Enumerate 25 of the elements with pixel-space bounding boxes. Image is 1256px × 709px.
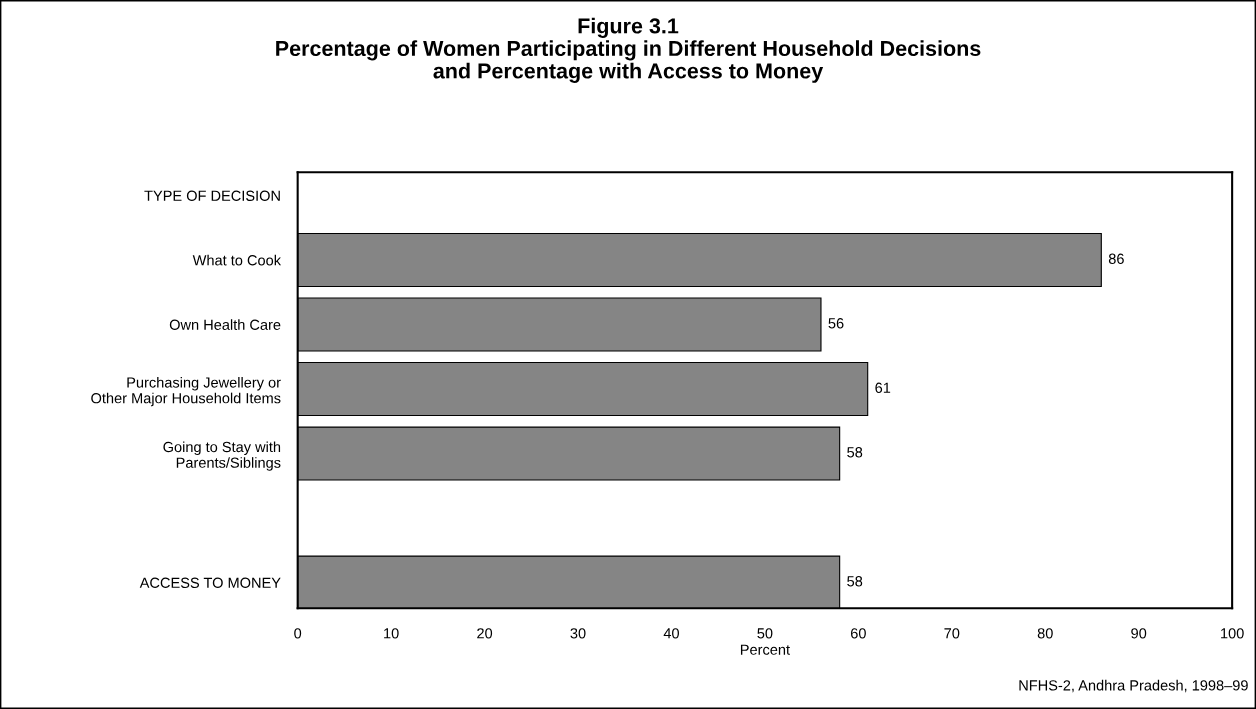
data-label: 58 [847, 576, 863, 587]
x-tick-label: 70 [944, 628, 960, 639]
y-tick-label: Going to Stay with Parents/Siblings [163, 441, 281, 471]
y-tick-label: ACCESS TO MONEY [139, 577, 281, 588]
x-tick-label: 40 [663, 628, 679, 639]
x-axis-title: Percent [740, 644, 790, 655]
x-tick-label: 10 [384, 628, 399, 639]
data-label: 86 [1108, 253, 1124, 264]
y-tick-label: Purchasing Jewellery or Other Major Household Items [91, 376, 281, 407]
x-tick-label: 60 [850, 628, 866, 639]
x-tick-label: 0 [294, 628, 302, 639]
data-label: 61 [875, 382, 891, 393]
text: NFHS-2, Andhra Pradesh, 1998–99 [1019, 679, 1248, 693]
x-tick-label: 30 [570, 628, 586, 639]
data-label: 58 [847, 447, 863, 458]
x-tick-label: 80 [1037, 628, 1053, 639]
x-tick-label: 50 [757, 628, 773, 639]
x-tick-label: 90 [1131, 628, 1147, 639]
data-label: 56 [828, 318, 844, 329]
x-tick-label: 100 [1221, 628, 1244, 639]
x-tick-label: 20 [477, 628, 493, 639]
chart-title: Figure 3.1 Percentage of Women Participating in Different Household Decisions and Percentage with Access to Money [276, 17, 981, 83]
y-tick-label: Own Health Care [169, 319, 281, 330]
y-tick-label: TYPE OF DECISION [144, 190, 280, 201]
y-tick-label: What to Cook [192, 254, 282, 266]
